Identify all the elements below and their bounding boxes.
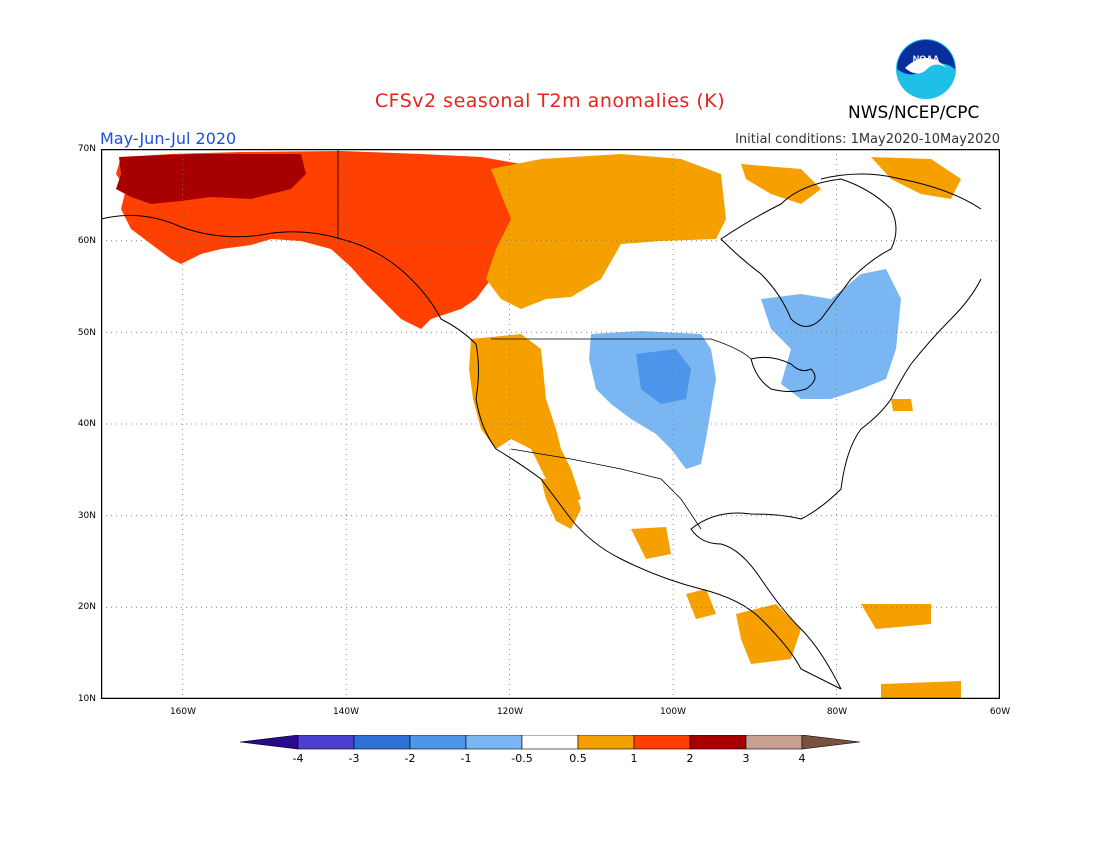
colorbar-label: -4 [292,752,304,765]
lat-label-40n: 40N [77,419,96,429]
anomaly-dakotas-cool-core [636,349,691,404]
anomaly-western-canada-warm [486,154,726,309]
colorbar-bin-9 [745,735,803,750]
colorbar-bin-1 [297,735,355,750]
chart-title: CFSv2 seasonal T2m anomalies (K) [374,90,726,112]
map-frame [101,149,1000,699]
colorbar-bin-7 [633,735,691,750]
lon-label-100w: 100W [659,707,687,717]
initial-conditions: Initial conditions: 1May2020-10May2020 [735,132,1000,147]
colorbar-bin-6 [577,735,635,750]
colorbar-label: 2 [686,752,694,765]
anomaly-new-england-warm [891,399,913,411]
lon-label-60w: 60W [989,707,1011,717]
anomaly-western-alaska-strong-warm [116,154,306,204]
colorbar-label: -0.5 [511,752,533,765]
anomaly-quebec-cool [761,269,901,399]
political-borders [337,149,752,530]
colorbar-label: 4 [798,752,806,765]
lat-label-30n: 30N [77,511,96,521]
lon-label-140w: 140W [332,707,360,717]
atlantic-gulf-coastline [690,278,982,690]
great-lakes-outline [750,356,816,392]
anomaly-south-america-warm [881,681,961,699]
colorbar-label: 0.5 [569,752,587,765]
hudson-bay-coastline [720,178,897,327]
colorbar-label: 3 [742,752,750,765]
lon-label-120w: 120W [496,707,524,717]
colorbar-bin-4 [465,735,523,750]
anomaly-central-mexico-warm [631,527,671,559]
colorbar-bin-8 [689,735,747,750]
colorbar-arrow-left [240,735,299,750]
arctic-coastline [820,173,982,210]
anomaly-southern-mexico-warm [686,589,716,619]
colorbar-label: 1 [630,752,638,765]
noaa-logo-text: NOAA [913,54,940,64]
colorbar [240,735,861,750]
lat-label-50n: 50N [77,328,96,338]
agency-label: NWS/NCEP/CPC [848,103,980,123]
colorbar-label: -3 [348,752,360,765]
lat-label-20n: 20N [77,602,96,612]
anomaly-central-america-warm [736,604,801,664]
noaa-logo: NOAA [896,39,956,99]
forecast-period: May-Jun-Jul 2020 [100,129,237,148]
anomaly-northeast-canada-warm [741,164,821,204]
pacific-coastline [101,214,842,690]
anomaly-us-west-coast-warm [469,334,581,509]
lat-label-60n: 60N [77,236,96,246]
colorbar-bin-5 [521,735,579,750]
us-canada-border [491,338,752,360]
gridlines [101,149,1000,699]
noaa-logo-bird [905,58,947,74]
anomaly-map [101,149,1000,699]
colorbar-label: -2 [404,752,416,765]
colorbar-bin-2 [353,735,411,750]
colorbar-label: -1 [460,752,472,765]
us-mexico-border [510,448,702,530]
lon-label-160w: 160W [169,707,197,717]
lat-label-70n: 70N [77,144,96,154]
colorbar-bin-3 [409,735,467,750]
lat-label-10n: 10N [77,694,96,704]
anomaly-caribbean-warm [861,604,931,629]
lon-label-80w: 80W [826,707,848,717]
coastlines [101,173,982,690]
colorbar-arrow-right [801,735,861,750]
